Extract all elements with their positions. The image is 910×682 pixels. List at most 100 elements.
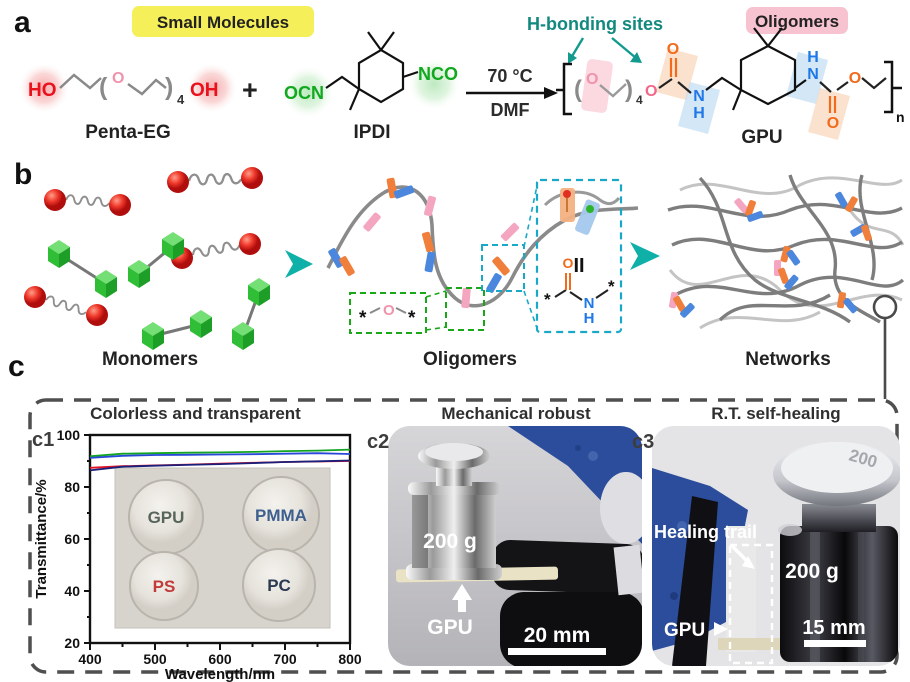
up-arrow-icon: [452, 584, 472, 612]
bond: [395, 307, 407, 314]
transmittance-curves: [89, 448, 351, 472]
ether-o-label: O: [586, 71, 598, 88]
ocn-group-label: OCN: [284, 83, 324, 103]
polymer-bracket-left: [556, 62, 572, 116]
weight-200g: [406, 443, 502, 580]
bond: [554, 289, 567, 298]
c1-sublabel: c1: [32, 429, 55, 451]
networks-label: Networks: [745, 349, 831, 370]
ether-highlight: [581, 59, 613, 113]
oligomers-label: Oligomers: [423, 349, 517, 370]
red-monomer-sphere: [24, 286, 46, 308]
gpu-film-strip: [718, 638, 798, 650]
red-monomer-sphere: [167, 171, 189, 193]
vise-upper-jaw: [491, 539, 642, 595]
oxygen-dot: [563, 190, 571, 198]
bond: [569, 291, 583, 301]
ps-disc: [129, 551, 199, 621]
annotation-arrowhead-icon: [568, 52, 577, 64]
panel-b-schematic: b Monomers: [14, 158, 905, 399]
svg-text:60: 60: [64, 531, 80, 547]
h-bond-tabs: [328, 177, 520, 309]
c3-sublabel: c3: [632, 431, 655, 453]
bond: [369, 307, 381, 314]
pmma-disc-label: PMMA: [255, 506, 307, 525]
penta-eg-name: Penta-EG: [85, 122, 171, 143]
bond: [819, 81, 832, 93]
gpu-material-label: GPU: [664, 620, 705, 641]
blue-clamp-handle: [508, 426, 642, 544]
scale-label: 20 mm: [524, 624, 591, 647]
annotation-arrowhead-icon: [742, 556, 755, 569]
svg-text:20: 20: [64, 635, 80, 651]
repeat-subscript: 4: [177, 92, 185, 107]
red-monomer-sphere: [109, 194, 131, 216]
panel-a-label: a: [14, 6, 31, 39]
paren-left: (: [574, 76, 582, 103]
crosslink-tabs: [668, 191, 872, 318]
cyclohexane-ring: [739, 44, 797, 106]
curve-blue-curve: [89, 452, 351, 459]
small-molecules-badge: Small Molecules: [132, 6, 314, 37]
panel-b-label: b: [14, 158, 32, 191]
hydroxyl-glow: [18, 62, 70, 114]
red-monomer-sphere: [44, 189, 66, 211]
background-highlight: [600, 472, 642, 544]
carbonyl-double-bond: [828, 96, 837, 113]
repeat-subscript: 4: [636, 93, 643, 107]
annotation-arrowhead-icon: [630, 52, 642, 63]
small-molecules-badge-label: Small Molecules: [157, 13, 289, 32]
gem-dimethyl-bonds: [753, 27, 783, 47]
panel-a-reaction-scheme: a Small Molecules HO ( O ) 4 OH Penta-EG…: [14, 6, 905, 148]
penta-eg-structure: HO ( O ) 4 OH Penta-EG: [18, 62, 238, 143]
reaction-arrow: 70 °C DMF: [466, 66, 558, 120]
c3-title: R.T. self-healing: [711, 404, 841, 423]
weight-value-label: 200 g: [785, 560, 839, 583]
scale-bar: [804, 640, 866, 647]
svg-text:400: 400: [78, 651, 102, 667]
svg-text:700: 700: [273, 651, 297, 667]
right-arrow-icon: [714, 622, 728, 636]
amide-callout: II * O N H *: [481, 178, 623, 334]
panel-c-dashed-border: [28, 398, 899, 674]
gpu-structure: ( O ) 4 O O N H H N O O n GPU: [556, 27, 905, 148]
star: *: [408, 308, 416, 329]
healing-region-dashed-box: [728, 543, 774, 665]
carbonyl-highlight: [808, 88, 850, 140]
healing-trail-label: Healing trail: [654, 522, 757, 542]
carbonyl-double-bond: [565, 273, 571, 290]
annotation-arrow-icon: [569, 37, 585, 59]
degree-of-polymerization: n: [896, 109, 905, 125]
ipdi-structure: OCN NCO IPDI: [281, 31, 461, 143]
weight-200g: 200: [773, 442, 900, 662]
amide-n-label: N: [584, 295, 595, 312]
red-monomer-sphere: [86, 304, 108, 326]
pc-disc: [242, 548, 316, 622]
bond: [794, 79, 807, 89]
star: *: [608, 277, 615, 296]
ipdi-name: IPDI: [354, 122, 391, 143]
amide-n-label: N: [693, 88, 705, 105]
amide-n-label: N: [807, 66, 819, 83]
y-tick-labels: 100 80 60 40 20: [57, 427, 81, 651]
cyclohexane-ring: [357, 48, 405, 104]
ether-o-label: O: [383, 302, 395, 319]
ether-callout: * O *: [349, 287, 485, 334]
bond: [325, 75, 360, 90]
pc-disc-label: PC: [267, 576, 291, 595]
h-bonding-label: H-bonding sites: [527, 14, 663, 34]
gem-dimethyl-bonds: [367, 31, 395, 51]
weight-value-label: 200 g: [423, 530, 477, 553]
star: *: [359, 308, 367, 329]
nh-highlight: [678, 82, 720, 134]
oh-atom-label: OH: [190, 80, 219, 101]
bond: [861, 77, 887, 90]
hydrogen-dot: [586, 205, 594, 213]
oligomers-badge: Oligomers: [746, 7, 848, 34]
svg-text:100: 100: [57, 427, 81, 443]
equivalence-sign: II: [573, 255, 584, 277]
svg-text:40: 40: [64, 583, 80, 599]
x-tick-labels: 400 500 600 700 800: [78, 651, 362, 667]
gpu-name: GPU: [741, 127, 782, 148]
